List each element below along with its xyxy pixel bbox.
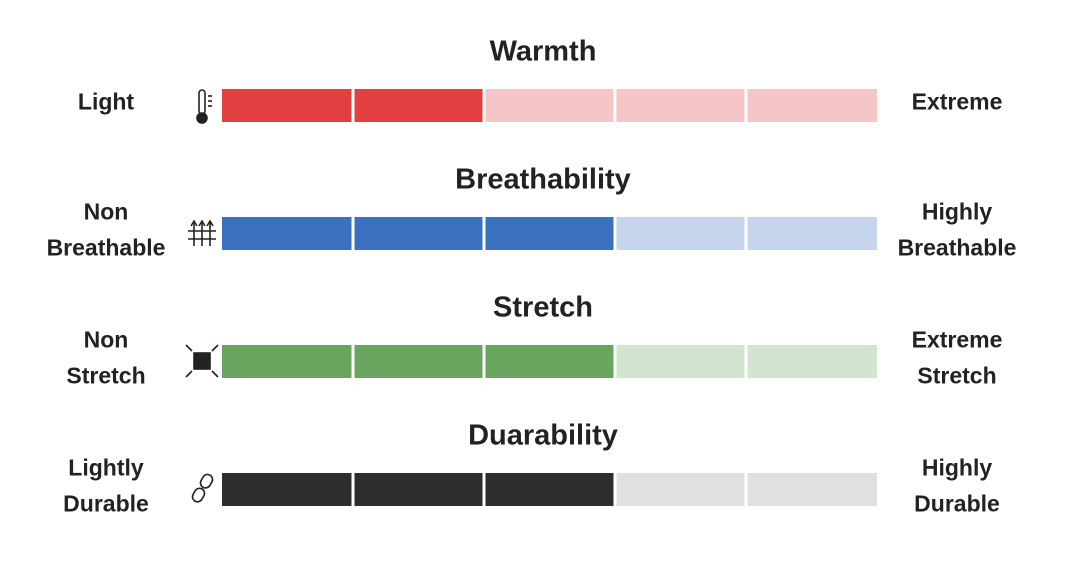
left-label: Non: [84, 199, 129, 225]
filled-segment: [485, 473, 614, 506]
scale-title: Warmth: [490, 36, 597, 68]
right-label: Stretch: [917, 363, 996, 389]
track-segment: [616, 89, 745, 122]
track-segment: [747, 345, 877, 378]
scale-title: Stretch: [493, 292, 593, 324]
right-label: Breathable: [898, 235, 1017, 261]
filled-segment: [222, 89, 352, 122]
filled-segment: [354, 345, 483, 378]
filled-segment: [222, 345, 352, 378]
filled-segment: [222, 473, 352, 506]
breathable-icon: [188, 219, 216, 246]
icons: [185, 89, 219, 503]
left-label: Breathable: [47, 235, 166, 261]
left-label: Lightly: [68, 455, 144, 481]
right-label: Highly: [922, 455, 992, 481]
track-segment: [485, 89, 614, 122]
track-segment: [616, 473, 745, 506]
durable-icon: [191, 473, 214, 503]
right-label: Extreme: [912, 89, 1003, 115]
right-label: Extreme: [912, 327, 1003, 353]
filled-segment: [354, 89, 483, 122]
right-label: Durable: [914, 491, 1000, 517]
filled-segment: [485, 345, 614, 378]
scale-title: Breathability: [455, 164, 631, 196]
track-segment: [747, 473, 877, 506]
scale-title: Duarability: [468, 420, 618, 452]
filled-segment: [222, 217, 352, 250]
thermometer-icon: [196, 89, 212, 124]
track-segment: [616, 217, 745, 250]
track-segment: [616, 345, 745, 378]
left-label: Light: [78, 89, 135, 115]
track-segment: [747, 217, 877, 250]
filled-segment: [354, 217, 483, 250]
left-label: Durable: [63, 491, 149, 517]
left-label: Stretch: [66, 363, 145, 389]
filled-segment: [485, 217, 614, 250]
stretch-icon: [185, 344, 219, 378]
filled-segment: [354, 473, 483, 506]
track-segment: [747, 89, 877, 122]
right-label: Highly: [922, 199, 992, 225]
left-label: Non: [84, 327, 129, 353]
